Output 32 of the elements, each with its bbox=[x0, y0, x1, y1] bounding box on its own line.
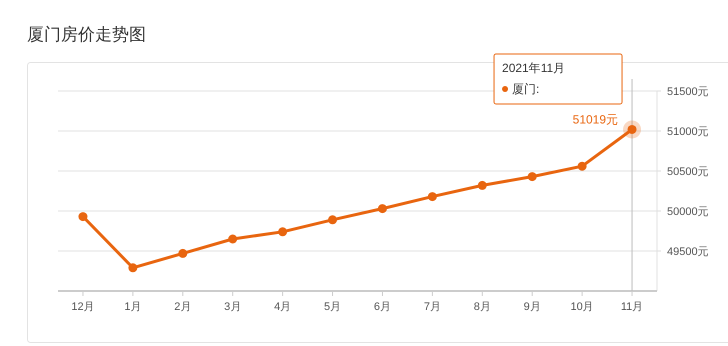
point bbox=[528, 172, 537, 182]
point bbox=[428, 192, 437, 202]
x-tick-label: 7月 bbox=[424, 301, 441, 313]
y-tick-label: 50500元 bbox=[667, 166, 709, 178]
point bbox=[78, 212, 88, 222]
point bbox=[128, 263, 138, 272]
y-tick-label: 51000元 bbox=[667, 126, 709, 138]
x-tick-label: 11月 bbox=[620, 301, 644, 313]
x-tick-label: 12月 bbox=[71, 301, 95, 313]
y-tick-label: 49500元 bbox=[667, 246, 709, 258]
x-tick-label: 3月 bbox=[224, 301, 242, 313]
y-tick-label: 50000元 bbox=[667, 206, 709, 218]
chart-title: 厦门房价走势图 bbox=[27, 25, 146, 44]
x-tick-label: 5月 bbox=[324, 301, 342, 313]
point bbox=[228, 234, 238, 244]
point bbox=[478, 180, 487, 190]
data-label: 51019元 bbox=[572, 112, 618, 126]
point bbox=[178, 248, 188, 258]
y-tick-label: 51500元 bbox=[667, 86, 709, 98]
x-tick-label: 1月 bbox=[124, 301, 142, 313]
x-tick-label: 2月 bbox=[174, 301, 192, 313]
point bbox=[328, 215, 338, 224]
point bbox=[278, 227, 288, 236]
x-tick-label: 4月 bbox=[274, 301, 292, 313]
x-tick-label: 8月 bbox=[474, 301, 491, 313]
x-tick-label: 6月 bbox=[374, 301, 392, 313]
point bbox=[378, 204, 387, 214]
x-tick-label: 9月 bbox=[524, 301, 541, 313]
legend-label: 厦门: bbox=[512, 82, 540, 96]
text: 2021年11月 bbox=[502, 61, 566, 75]
point bbox=[578, 162, 587, 171]
x-tick-label: 10月 bbox=[570, 301, 594, 313]
